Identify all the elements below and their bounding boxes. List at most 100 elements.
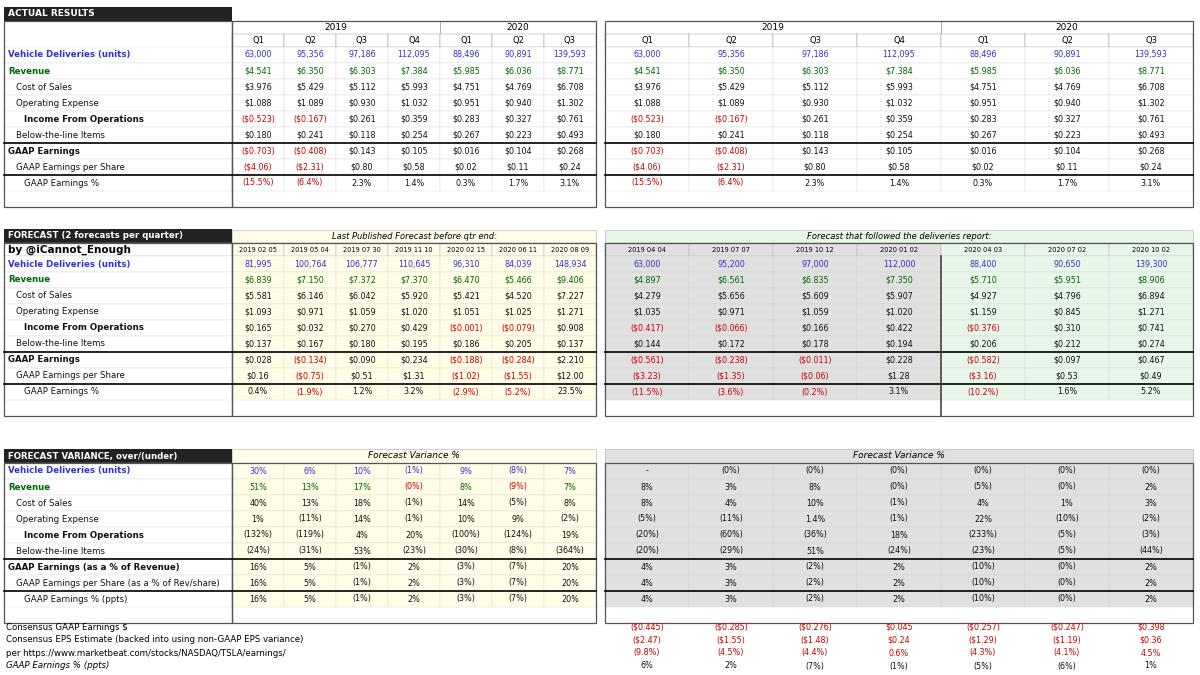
- Bar: [1025, 256, 1109, 272]
- Bar: [388, 479, 440, 495]
- Bar: [336, 575, 388, 591]
- Text: (364%): (364%): [556, 547, 584, 556]
- Bar: [388, 336, 440, 352]
- Bar: [4, 368, 232, 384]
- Bar: [941, 159, 1025, 175]
- Text: 0.3%: 0.3%: [456, 178, 476, 188]
- Text: $0.02: $0.02: [455, 163, 478, 171]
- Text: (0%): (0%): [889, 483, 908, 491]
- Text: 9%: 9%: [511, 514, 524, 524]
- Bar: [773, 543, 857, 559]
- Text: ($0.276): ($0.276): [798, 622, 832, 632]
- Text: 84,039: 84,039: [504, 259, 532, 269]
- Text: $5.112: $5.112: [802, 82, 829, 92]
- Bar: [1025, 591, 1109, 607]
- Bar: [1025, 368, 1109, 384]
- Text: $0.045: $0.045: [886, 622, 913, 632]
- Text: 2.3%: 2.3%: [352, 178, 372, 188]
- Text: (3%): (3%): [1141, 531, 1160, 539]
- Text: 2019: 2019: [324, 23, 348, 32]
- Bar: [284, 511, 336, 527]
- Bar: [544, 527, 596, 543]
- Text: $0.930: $0.930: [348, 99, 376, 107]
- Text: ($0.703): ($0.703): [630, 146, 664, 155]
- Bar: [388, 159, 440, 175]
- Bar: [941, 272, 1025, 288]
- Text: 1.2%: 1.2%: [352, 387, 372, 396]
- Text: $0.180: $0.180: [634, 130, 661, 140]
- Bar: [605, 384, 689, 400]
- Text: 7%: 7%: [564, 466, 576, 475]
- Bar: [4, 243, 232, 256]
- Text: per https://www.marketbeat.com/stocks/NASDAQ/TSLA/earnings/: per https://www.marketbeat.com/stocks/NA…: [6, 649, 286, 657]
- Text: (0%): (0%): [1057, 483, 1076, 491]
- Text: ($1.55): ($1.55): [716, 635, 745, 645]
- Text: 88,496: 88,496: [970, 51, 997, 59]
- Text: (23%): (23%): [971, 547, 995, 556]
- Bar: [544, 575, 596, 591]
- Text: Q4: Q4: [893, 36, 905, 45]
- Text: $1.059: $1.059: [348, 308, 376, 317]
- Text: $1.020: $1.020: [886, 308, 913, 317]
- Text: 9%: 9%: [460, 466, 473, 475]
- Text: $0.261: $0.261: [348, 115, 376, 124]
- Bar: [492, 95, 544, 111]
- Text: $7.370: $7.370: [400, 275, 428, 284]
- Text: GAAP Earnings %: GAAP Earnings %: [24, 178, 100, 188]
- Bar: [492, 336, 544, 352]
- Bar: [857, 384, 941, 400]
- Bar: [689, 63, 773, 79]
- Bar: [605, 243, 689, 256]
- Bar: [336, 111, 388, 127]
- Text: $0.104: $0.104: [1054, 146, 1081, 155]
- Bar: [1109, 368, 1193, 384]
- Text: (8%): (8%): [509, 547, 528, 556]
- Bar: [1025, 143, 1109, 159]
- Text: $8.771: $8.771: [1138, 67, 1165, 76]
- Bar: [773, 495, 857, 511]
- Bar: [388, 495, 440, 511]
- Text: $6.470: $6.470: [452, 275, 480, 284]
- Bar: [605, 304, 689, 320]
- Text: Vehicle Deliveries (units): Vehicle Deliveries (units): [8, 466, 131, 475]
- Text: $2.210: $2.210: [556, 356, 584, 365]
- Text: $0.178: $0.178: [802, 340, 829, 348]
- Text: (4.4%): (4.4%): [802, 649, 828, 657]
- Bar: [492, 175, 544, 191]
- Text: (7%): (7%): [805, 662, 824, 670]
- Text: (15.5%): (15.5%): [631, 178, 662, 188]
- Text: (3%): (3%): [456, 595, 475, 603]
- Text: 3.1%: 3.1%: [1141, 178, 1162, 188]
- Bar: [4, 384, 232, 400]
- Bar: [388, 384, 440, 400]
- Bar: [1025, 79, 1109, 95]
- Bar: [388, 127, 440, 143]
- Text: 0.6%: 0.6%: [889, 649, 910, 657]
- Text: $0.118: $0.118: [802, 130, 829, 140]
- Text: 14%: 14%: [353, 514, 371, 524]
- Bar: [857, 559, 941, 575]
- Text: $6.894: $6.894: [1138, 292, 1165, 300]
- Bar: [440, 543, 492, 559]
- Text: ($3.23): ($3.23): [632, 371, 661, 381]
- Bar: [336, 527, 388, 543]
- Text: 40%: 40%: [250, 499, 266, 508]
- Bar: [284, 79, 336, 95]
- Text: 10%: 10%: [806, 499, 824, 508]
- Text: (7%): (7%): [509, 595, 528, 603]
- Bar: [440, 21, 596, 34]
- Bar: [232, 230, 596, 243]
- Text: Revenue: Revenue: [8, 67, 50, 76]
- Text: 4%: 4%: [725, 499, 737, 508]
- Bar: [388, 543, 440, 559]
- Bar: [388, 79, 440, 95]
- Bar: [1025, 527, 1109, 543]
- Text: (0%): (0%): [1057, 562, 1076, 572]
- Bar: [388, 256, 440, 272]
- Bar: [1109, 111, 1193, 127]
- Bar: [336, 34, 388, 47]
- Bar: [857, 543, 941, 559]
- Text: $0.908: $0.908: [556, 323, 584, 333]
- Bar: [689, 336, 773, 352]
- Text: ($1.29): ($1.29): [968, 635, 997, 645]
